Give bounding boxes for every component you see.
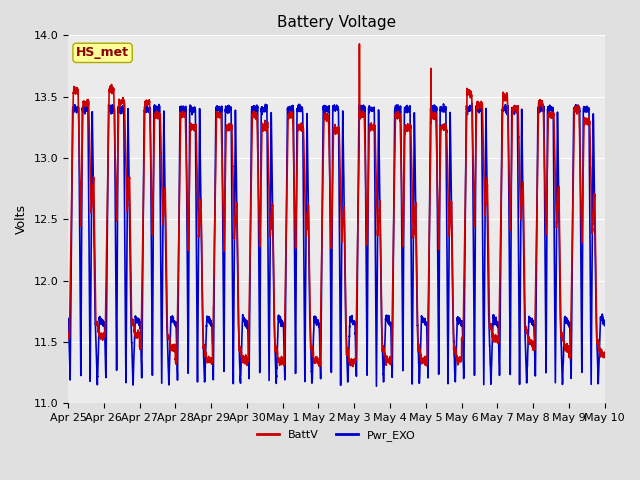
Pwr_EXO <box>372 384 380 389</box>
Pwr_EXO <box>161 149 168 155</box>
Pwr_EXO <box>427 104 435 110</box>
Title: Battery Voltage: Battery Voltage <box>276 15 396 30</box>
Pwr_EXO <box>457 319 465 325</box>
BattV <box>600 351 608 357</box>
Pwr_EXO <box>64 322 72 327</box>
BattV <box>487 323 495 328</box>
Legend: BattV, Pwr_EXO: BattV, Pwr_EXO <box>253 426 420 445</box>
BattV <box>64 330 72 336</box>
Pwr_EXO <box>600 320 608 325</box>
BattV <box>601 349 609 355</box>
Pwr_EXO <box>316 358 324 364</box>
BattV <box>316 348 324 353</box>
BattV <box>427 66 435 72</box>
Pwr_EXO <box>487 377 495 383</box>
Y-axis label: Volts: Volts <box>15 204 28 234</box>
BattV <box>457 358 465 363</box>
BattV <box>349 364 356 370</box>
Line: Pwr_EXO: Pwr_EXO <box>68 103 605 386</box>
Pwr_EXO <box>468 100 476 106</box>
Pwr_EXO <box>601 323 609 328</box>
Line: BattV: BattV <box>68 44 605 367</box>
Text: HS_met: HS_met <box>76 47 129 60</box>
BattV <box>356 41 364 47</box>
BattV <box>161 197 168 203</box>
